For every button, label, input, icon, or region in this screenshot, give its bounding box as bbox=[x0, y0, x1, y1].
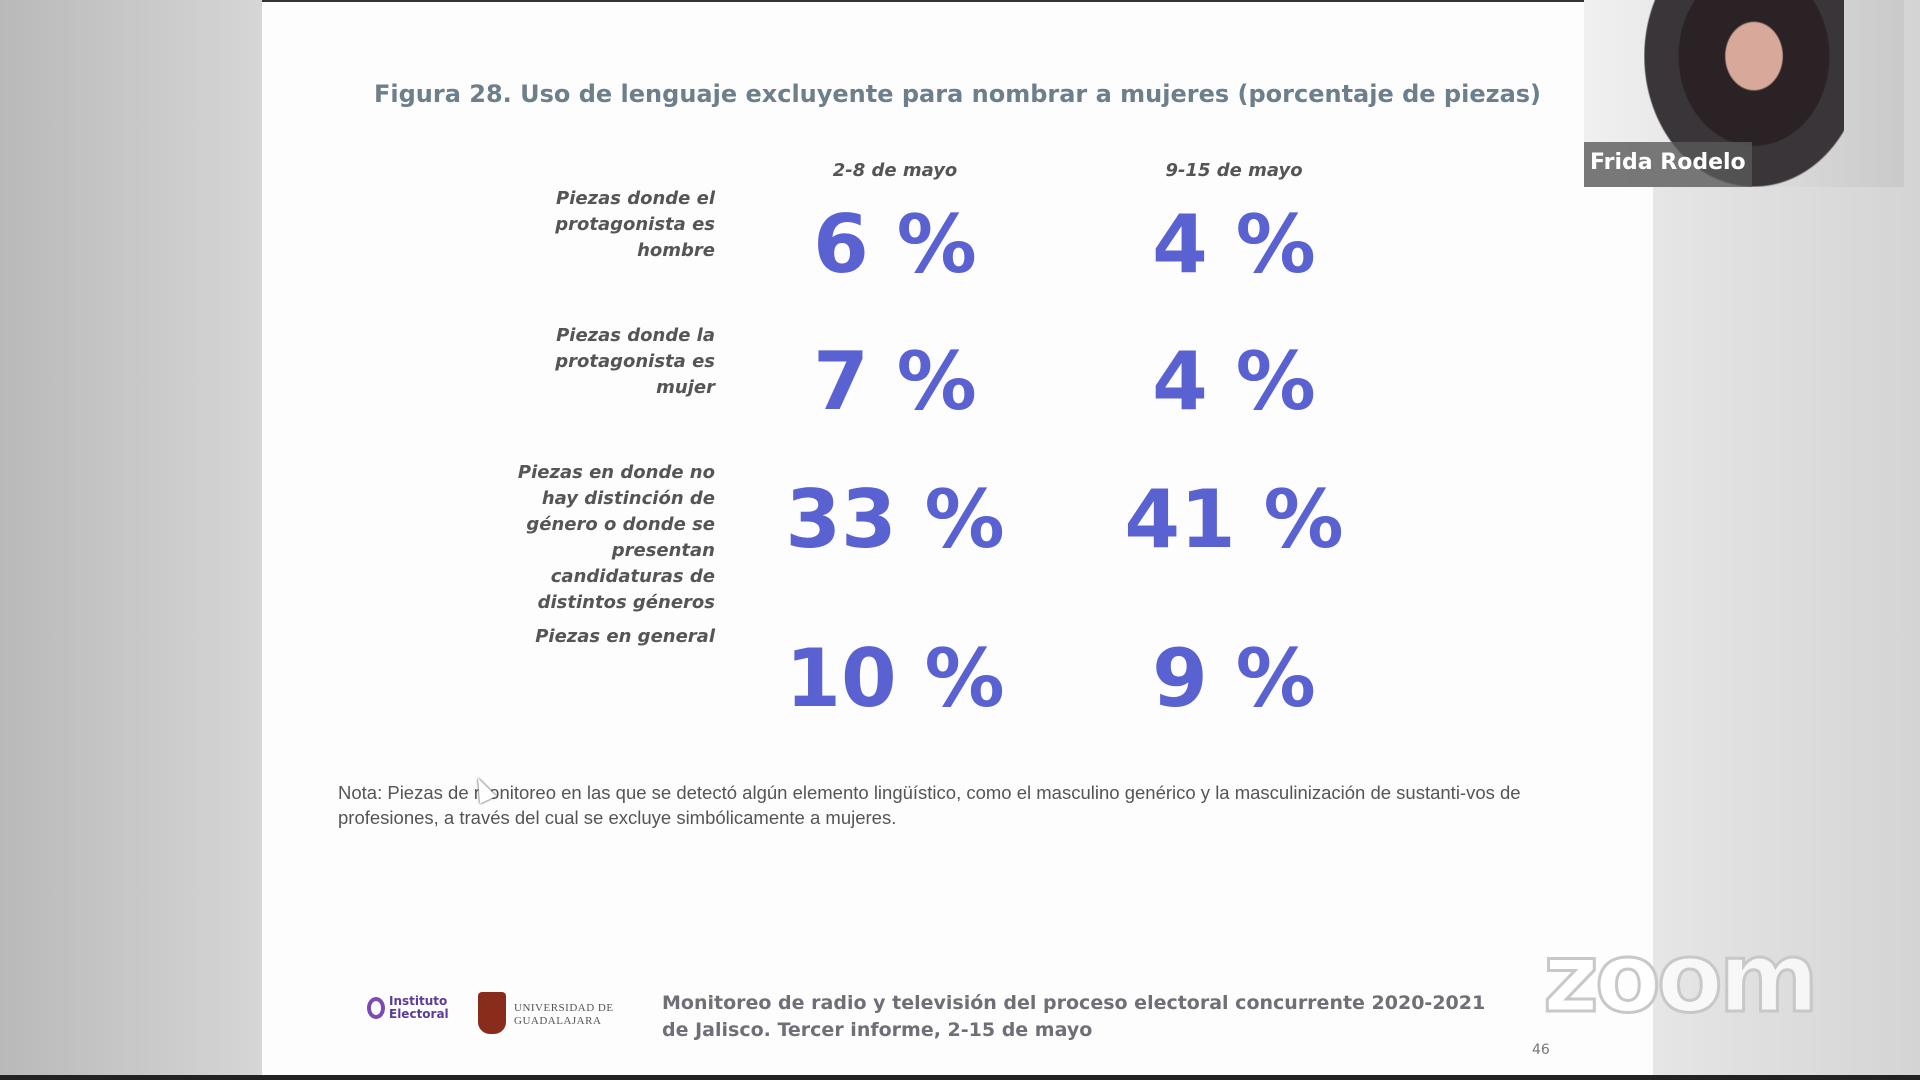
value-col-1: 6 % bbox=[813, 198, 977, 291]
universidad-guadalajara-logo: UNIVERSIDAD DE GUADALAJARA bbox=[478, 992, 638, 1037]
value-col-2: 41 % bbox=[1124, 473, 1344, 566]
value-col-1: 7 % bbox=[813, 335, 977, 428]
row-label-line: género o donde se bbox=[526, 514, 715, 535]
row-label-line: protagonista es bbox=[555, 214, 715, 235]
udg-line-1: UNIVERSIDAD DE bbox=[514, 1002, 614, 1014]
row-label: Piezas donde el protagonista es hombre bbox=[475, 186, 715, 264]
row-label: Piezas en general bbox=[475, 624, 715, 650]
ie-logo-line: Instituto bbox=[389, 994, 448, 1008]
value-col-1: 10 % bbox=[785, 632, 1005, 725]
row-label: Piezas donde la protagonista es mujer bbox=[475, 323, 715, 401]
row-label-line: distintos géneros bbox=[537, 592, 715, 613]
zoom-watermark: zoom bbox=[1542, 922, 1821, 1034]
value-col-1: 33 % bbox=[785, 473, 1005, 566]
instituto-electoral-logo-mark bbox=[367, 997, 385, 1019]
udg-logo-text: UNIVERSIDAD DE GUADALAJARA bbox=[514, 1002, 614, 1028]
participant-name: Frida Rodelo bbox=[1584, 142, 1752, 187]
row-label-line: Piezas donde la bbox=[556, 325, 715, 346]
presentation-slide: Figura 28. Uso de lenguaje excluyente pa… bbox=[262, 0, 1653, 1075]
figure-title: Figura 28. Uso de lenguaje excluyente pa… bbox=[373, 80, 1542, 108]
column-header-1: 2-8 de mayo bbox=[832, 160, 958, 181]
udg-line-2: GUADALAJARA bbox=[514, 1015, 602, 1027]
note-text: Nota: Piezas de monitoreo en las que se … bbox=[338, 782, 1521, 828]
instituto-electoral-logo: Instituto Electoral bbox=[367, 995, 457, 1033]
value-col-2: 4 % bbox=[1152, 198, 1316, 291]
participant-video-tile[interactable]: Frida Rodelo bbox=[1584, 0, 1904, 187]
footer-line-1: Monitoreo de radio y televisión del proc… bbox=[662, 992, 1486, 1014]
row-label: Piezas en donde no hay distinción de géner… bbox=[475, 460, 715, 616]
footer-line-2: de Jalisco. Tercer informe, 2-15 de mayo bbox=[662, 1019, 1093, 1041]
column-header-2: 9-15 de mayo bbox=[1165, 160, 1303, 181]
row-label-line: mujer bbox=[656, 377, 715, 398]
row-label-line: presentan bbox=[611, 540, 715, 561]
row-label-line: protagonista es bbox=[555, 351, 715, 372]
row-label-line: hombre bbox=[637, 240, 715, 261]
footer-text: Monitoreo de radio y televisión del proc… bbox=[662, 990, 1485, 1044]
ie-logo-line: Electoral bbox=[389, 1007, 449, 1021]
row-label-line: Piezas donde el bbox=[556, 188, 715, 209]
bottom-bar bbox=[0, 1075, 1920, 1080]
page-number: 46 bbox=[1532, 1042, 1550, 1058]
row-label-line: Piezas en general bbox=[535, 626, 715, 647]
row-label-line: hay distinción de bbox=[541, 488, 715, 509]
row-label-line: candidaturas de bbox=[550, 566, 715, 587]
row-label-line: Piezas en donde no bbox=[517, 462, 715, 483]
udg-shield-icon bbox=[478, 992, 506, 1034]
value-col-2: 9 % bbox=[1152, 632, 1316, 725]
value-col-2: 4 % bbox=[1152, 335, 1316, 428]
